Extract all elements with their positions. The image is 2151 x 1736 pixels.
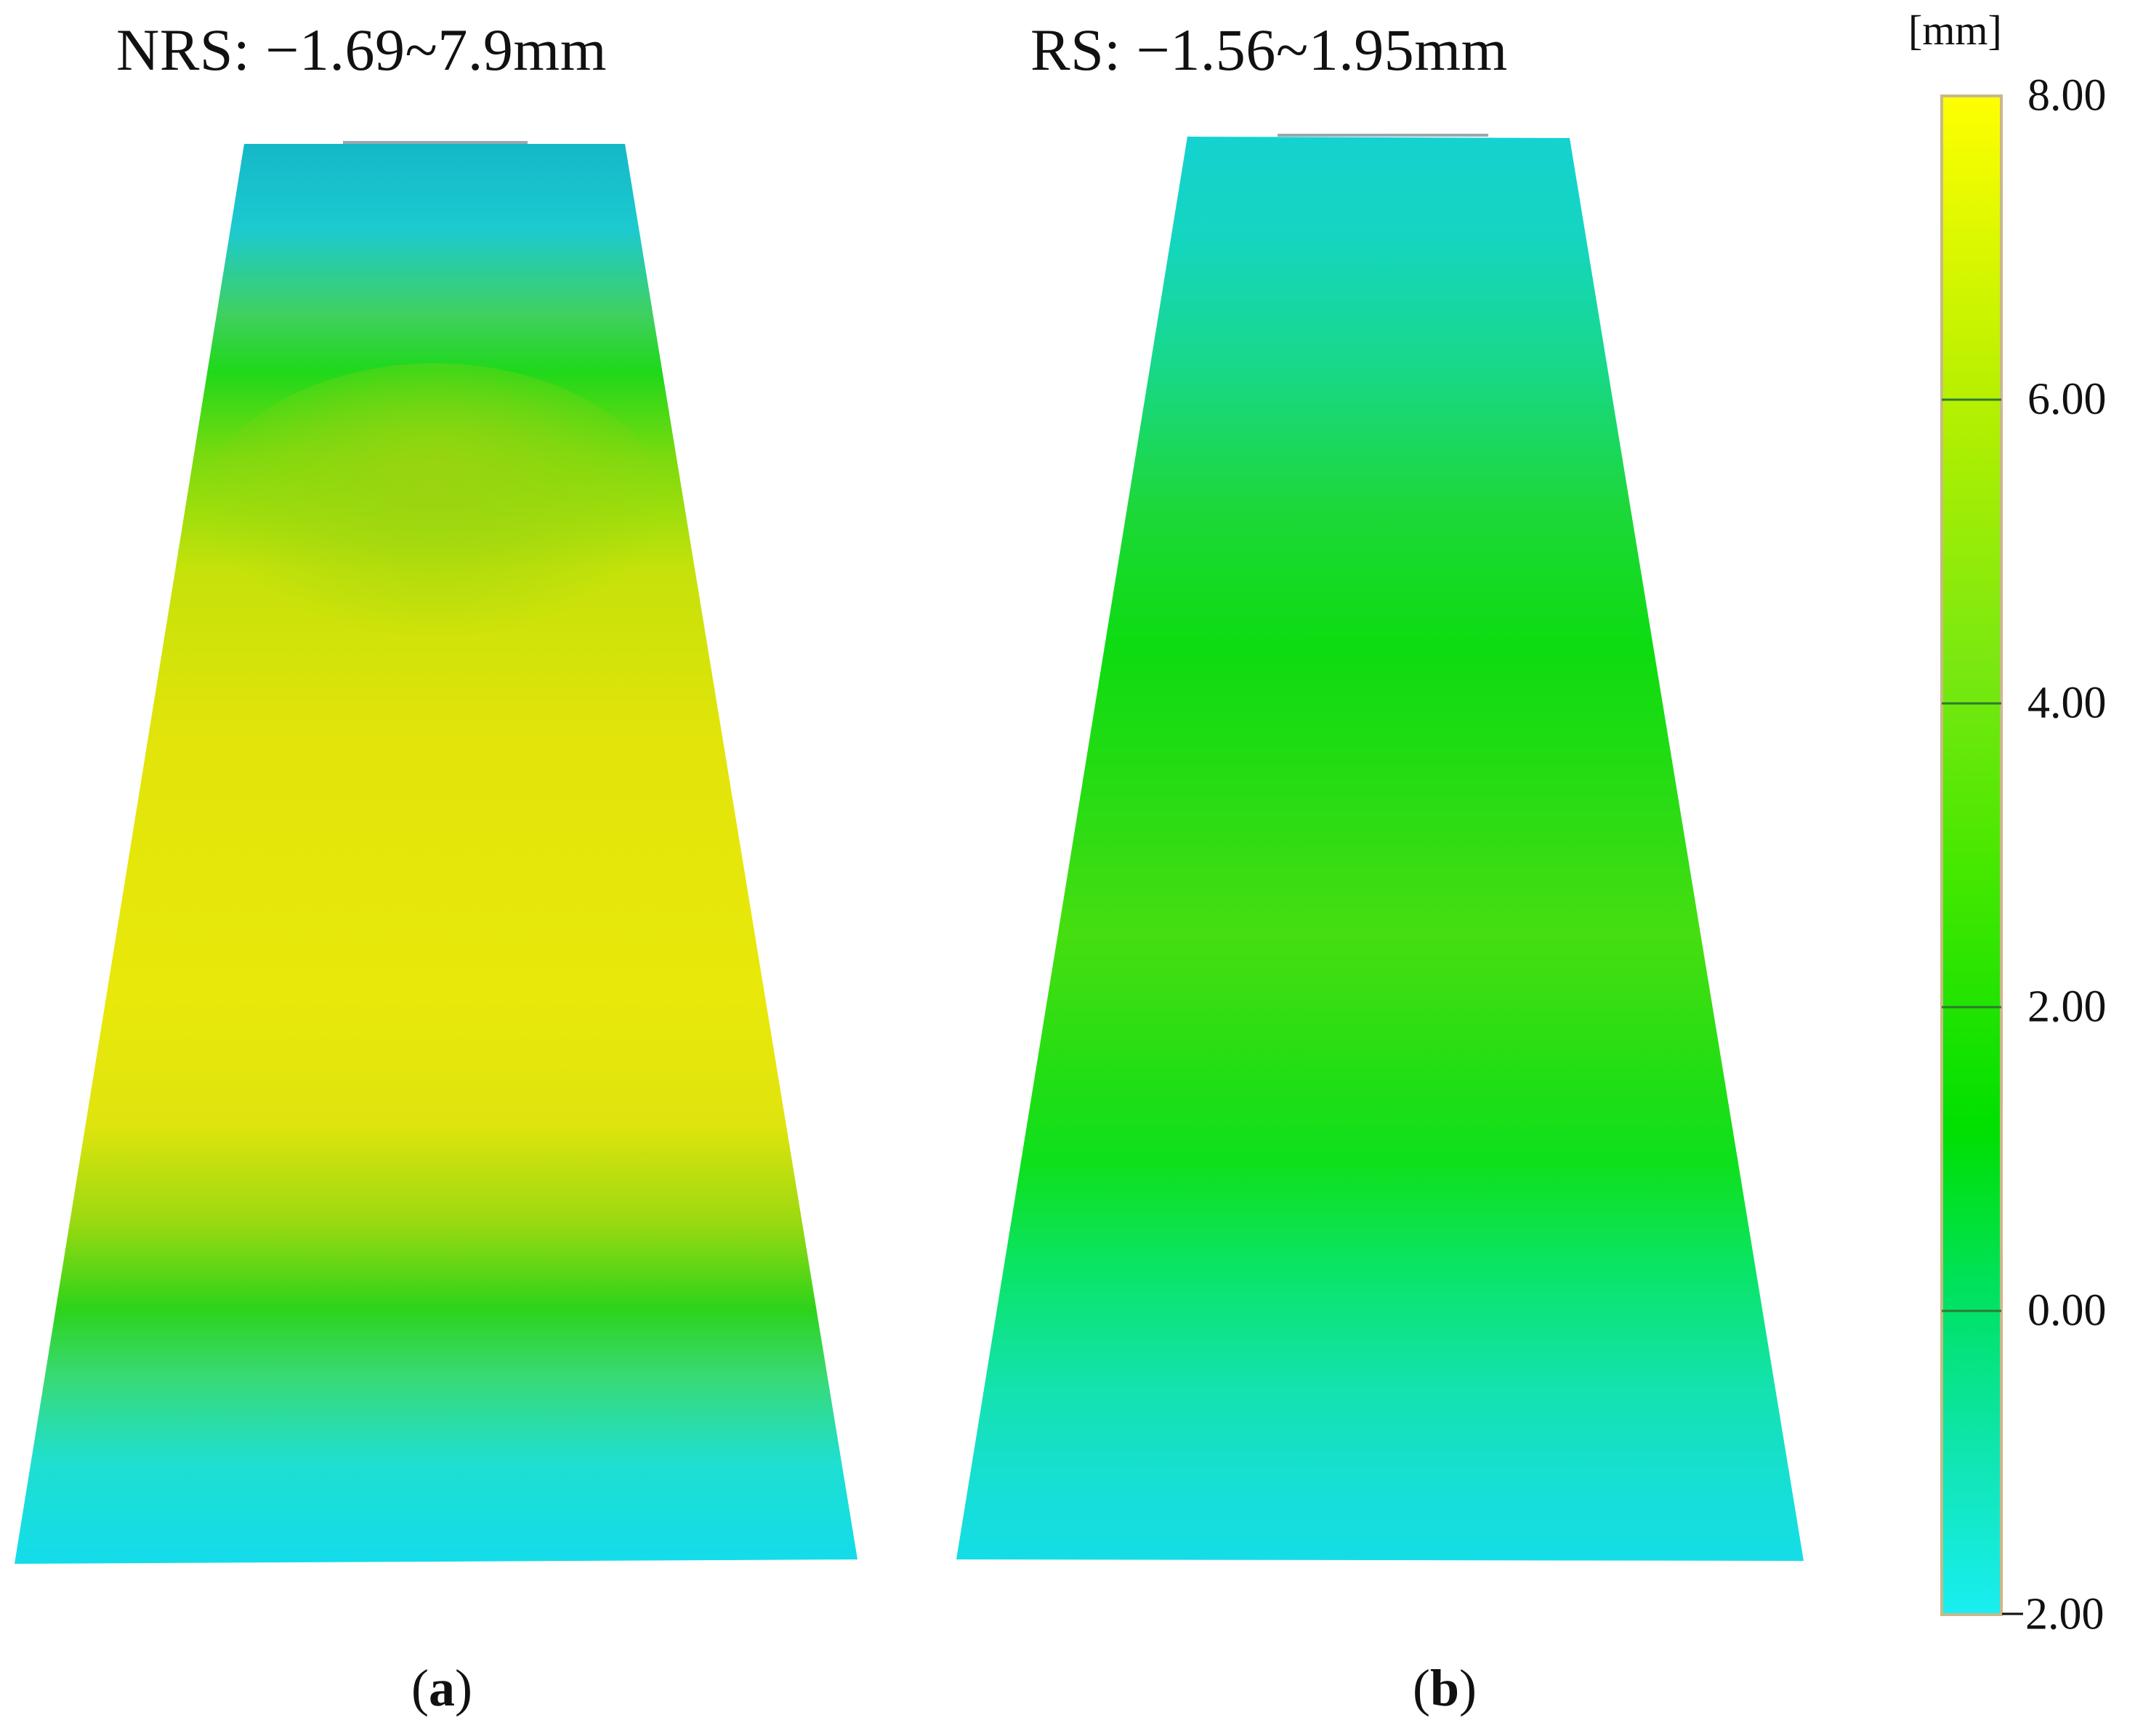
colorbar-unit-label: [mm] (1908, 7, 2002, 54)
colorbar-gradient (1940, 94, 2003, 1616)
panel-b-sheet (956, 137, 1804, 1561)
panel-b-title: RS: −1.56~1.95mm (1030, 17, 1508, 83)
panel-a-label: (a) (411, 1659, 472, 1717)
colorbar-tick-label: 0.00 (2027, 1285, 2107, 1336)
colorbar-tick-label: −2.00 (2000, 1589, 2104, 1639)
panel-b-contour-plot (956, 134, 1804, 1561)
panel-a-sheet (15, 144, 857, 1564)
colorbar-tick-label: 8.00 (2027, 70, 2107, 121)
colorbar (1940, 94, 2003, 1616)
panel-b-label: (b) (1413, 1659, 1477, 1717)
colorbar-tick-label: 2.00 (2027, 982, 2107, 1032)
colorbar-tick-label: 4.00 (2027, 678, 2107, 728)
colorbar-ticks (1942, 398, 2001, 1312)
panel-a-title: NRS: −1.69~7.9mm (116, 17, 607, 83)
colorbar-tick-label: 6.00 (2027, 374, 2107, 424)
panel-a-contour-plot (15, 141, 857, 1564)
